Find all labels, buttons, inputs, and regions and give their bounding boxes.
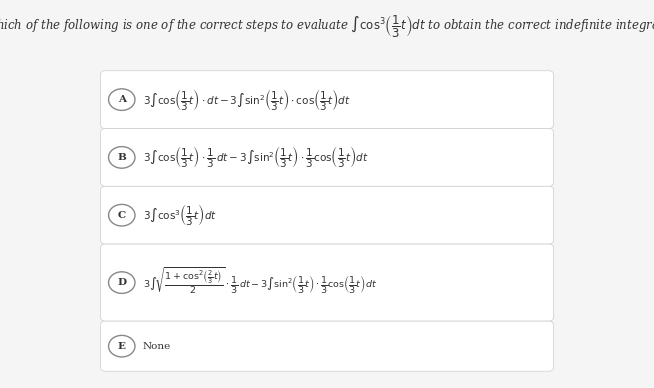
Text: $3\int \cos^3\!\left(\dfrac{1}{3}t\right)dt$: $3\int \cos^3\!\left(\dfrac{1}{3}t\right… — [143, 202, 217, 228]
FancyBboxPatch shape — [101, 321, 553, 371]
Text: $3\int\!\sqrt{\dfrac{1+\cos^2\!\left(\frac{2}{3}t\right)}{2}}\cdot\dfrac{1}{3}\,: $3\int\!\sqrt{\dfrac{1+\cos^2\!\left(\fr… — [143, 265, 377, 296]
Text: D: D — [117, 278, 126, 287]
Text: $3\int \cos\!\left(\dfrac{1}{3}t\right)\cdot dt - 3\int \sin^2\!\left(\dfrac{1}{: $3\int \cos\!\left(\dfrac{1}{3}t\right)\… — [143, 87, 351, 113]
Text: C: C — [118, 211, 126, 220]
Text: B: B — [117, 153, 126, 162]
FancyBboxPatch shape — [101, 186, 553, 244]
Text: $3\int \cos\!\left(\dfrac{1}{3}t\right)\cdot\dfrac{1}{3}\,dt - 3\int \sin^2\!\le: $3\int \cos\!\left(\dfrac{1}{3}t\right)\… — [143, 144, 368, 170]
FancyBboxPatch shape — [101, 128, 553, 186]
Text: Which of the following is one of the correct steps to evaluate $\int \cos^3\!\le: Which of the following is one of the cor… — [0, 13, 654, 39]
FancyBboxPatch shape — [101, 244, 553, 321]
Text: A: A — [118, 95, 126, 104]
Text: None: None — [143, 342, 171, 351]
FancyBboxPatch shape — [101, 71, 553, 128]
Text: E: E — [118, 342, 126, 351]
